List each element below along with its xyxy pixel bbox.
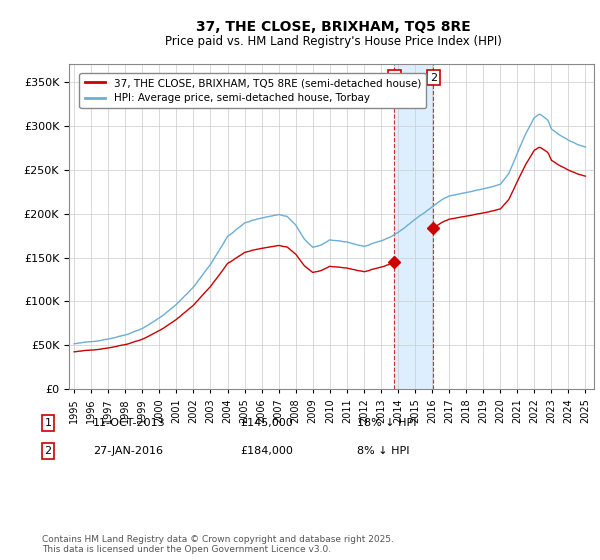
Bar: [394, 64, 433, 389]
Text: 1: 1: [44, 418, 52, 428]
Text: 37, THE CLOSE, BRIXHAM, TQ5 8RE: 37, THE CLOSE, BRIXHAM, TQ5 8RE: [196, 20, 470, 34]
Text: £184,000: £184,000: [240, 446, 293, 456]
Text: 27-JAN-2016: 27-JAN-2016: [93, 446, 163, 456]
Text: 2: 2: [44, 446, 52, 456]
Text: 2: 2: [430, 73, 437, 82]
Legend: 37, THE CLOSE, BRIXHAM, TQ5 8RE (semi-detached house), HPI: Average price, semi-: 37, THE CLOSE, BRIXHAM, TQ5 8RE (semi-de…: [79, 73, 427, 109]
Text: 8% ↓ HPI: 8% ↓ HPI: [357, 446, 409, 456]
Text: 1: 1: [391, 73, 398, 82]
Text: £145,000: £145,000: [240, 418, 293, 428]
Text: Price paid vs. HM Land Registry's House Price Index (HPI): Price paid vs. HM Land Registry's House …: [164, 35, 502, 48]
Text: 18% ↓ HPI: 18% ↓ HPI: [357, 418, 416, 428]
Text: 11-OCT-2013: 11-OCT-2013: [93, 418, 166, 428]
Text: Contains HM Land Registry data © Crown copyright and database right 2025.
This d: Contains HM Land Registry data © Crown c…: [42, 535, 394, 554]
